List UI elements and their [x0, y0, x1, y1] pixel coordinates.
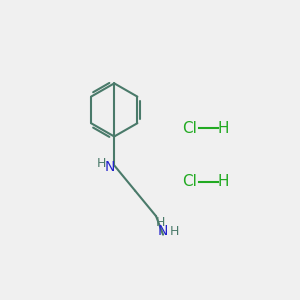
Text: Cl: Cl	[182, 174, 196, 189]
Text: H: H	[218, 121, 229, 136]
Text: H: H	[169, 225, 179, 239]
Text: N: N	[158, 224, 168, 238]
Text: H: H	[97, 157, 106, 169]
Text: N: N	[104, 160, 115, 173]
Text: H: H	[156, 216, 165, 229]
Text: Cl: Cl	[182, 121, 196, 136]
Text: H: H	[218, 174, 229, 189]
